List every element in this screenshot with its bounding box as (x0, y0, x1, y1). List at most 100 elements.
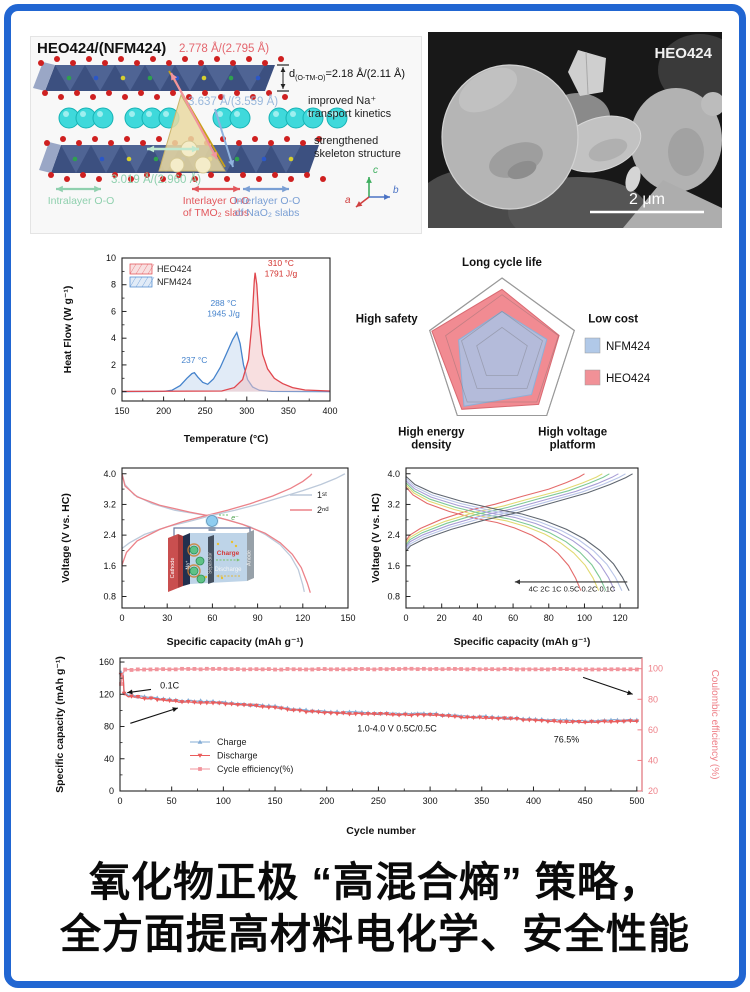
svg-text:Cycle efficiency(%): Cycle efficiency(%) (217, 764, 293, 774)
svg-text:High safety: High safety (356, 314, 419, 326)
d-subscript: (O-TM-O) (295, 75, 326, 82)
headline-line1: 氧化物正极 “高混合熵” 策略， (89, 859, 661, 905)
svg-text:Separator: Separator (208, 552, 214, 574)
svg-text:Long cycle life: Long cycle life (462, 257, 542, 269)
svg-text:150: 150 (114, 406, 129, 416)
sem-bottom-particle (623, 180, 722, 228)
battery-inset: e⁻ Cathode Separator Anode Na⁺ Charge Discharg… (168, 514, 254, 592)
legend-tmo-line2: of TMO₂ slabs (182, 207, 250, 219)
svg-text:4.0: 4.0 (103, 469, 116, 479)
svg-text:0.1C: 0.1C (160, 681, 180, 691)
legend-interlayer-nao: Interlayer O-O of NaO₂ slabs (217, 195, 317, 219)
scale-bar-label: 2 μm (629, 191, 665, 208)
svg-text:1.0-4.0 V 0.5C/0.5C: 1.0-4.0 V 0.5C/0.5C (357, 723, 437, 733)
svg-text:350: 350 (474, 796, 489, 806)
svg-text:80: 80 (104, 722, 114, 732)
svg-text:100: 100 (216, 796, 231, 806)
cycle-svg: 0 50 100 150 200 250 300 350 400 450 500 0 40 80 120 16… (54, 656, 720, 837)
svg-text:Specific capacity (mAh g⁻¹): Specific capacity (mAh g⁻¹) (454, 636, 591, 648)
svg-text:150: 150 (268, 796, 283, 806)
legend-intralayer-line1: Intralayer O-O (47, 195, 115, 207)
legend-interlayer-tmo: Interlayer O-O of TMO₂ slabs (164, 195, 268, 219)
d-prefix: d (289, 68, 296, 80)
svg-text:500: 500 (629, 796, 644, 806)
improved-line2: transport kinetics (308, 107, 392, 120)
svg-text:350: 350 (281, 406, 296, 416)
svg-text:Cycle number: Cycle number (346, 825, 415, 837)
svg-text:10: 10 (106, 253, 116, 263)
svg-text:6: 6 (111, 306, 116, 316)
svg-text:1791 J/g: 1791 J/g (265, 269, 298, 279)
svg-text:0: 0 (111, 387, 116, 397)
svg-text:76.5%: 76.5% (554, 735, 580, 745)
crystal-structure-drawing (33, 56, 390, 208)
svg-text:High energy: High energy (398, 426, 465, 438)
sem-label: HEO424 (654, 45, 712, 62)
svg-text:100: 100 (648, 664, 663, 674)
svg-text:Voltage (V vs. HC): Voltage (V vs. HC) (60, 493, 72, 583)
volt2-svg: 0 20 40 60 80 100 120 0.8 1.6 2.4 3.2 4.0 Specific c… (370, 467, 639, 648)
svg-text:Cathode: Cathode (170, 558, 176, 579)
d-spacing-label: d(O-TM-O)=2.18 Å/(2.11 Å) (289, 68, 405, 83)
headline: 氧化物正极 “高混合熵” 策略， 全方面提高材料电化学、安全性能 (0, 856, 750, 960)
improved-line1: improved Na⁺ (308, 95, 377, 107)
svg-text:150: 150 (340, 613, 355, 623)
svg-text:1945 J/g: 1945 J/g (207, 309, 240, 319)
sem-image: HEO424 2 μm (413, 32, 742, 254)
svg-text:Voltage (V vs. HC): Voltage (V vs. HC) (370, 493, 382, 583)
svg-text:0: 0 (119, 613, 124, 623)
radar-svg: Long cycle life Low cost High voltageplatf… (356, 257, 651, 451)
svg-text:20: 20 (437, 613, 447, 623)
svg-text:Discharge: Discharge (217, 751, 258, 761)
svg-text:2ⁿᵈ: 2ⁿᵈ (317, 505, 329, 515)
rate-capability-chart: 0 20 40 60 80 100 120 0.8 1.6 2.4 3.2 4.0 Specific c… (366, 458, 666, 659)
svg-text:400: 400 (526, 796, 541, 806)
svg-text:1ˢᵗ: 1ˢᵗ (317, 490, 327, 500)
legend-intralayer: Intralayer O-O (33, 195, 129, 207)
svg-text:60: 60 (508, 613, 518, 623)
svg-text:Specific capacity (mAh g⁻¹): Specific capacity (mAh g⁻¹) (167, 636, 304, 648)
svg-text:2: 2 (111, 360, 116, 370)
svg-text:310 °C: 310 °C (268, 258, 294, 268)
svg-text:120: 120 (99, 689, 114, 699)
axis-c-label: c (373, 165, 378, 176)
svg-text:8: 8 (111, 280, 116, 290)
svg-text:3.2: 3.2 (103, 499, 116, 509)
svg-text:80: 80 (544, 613, 554, 623)
legend-nao-line1: Interlayer O-O (233, 195, 301, 207)
svg-text:120: 120 (295, 613, 310, 623)
strengthened-line2: skeleton structure (314, 147, 401, 160)
intralayer-distance-label: 3.019 Å/(2.960 Å) (111, 174, 202, 186)
svg-text:200: 200 (156, 406, 171, 416)
legend-tmo-line1: Interlayer O-O (182, 195, 250, 207)
svg-text:HEO424: HEO424 (606, 373, 651, 385)
svg-text:1.6: 1.6 (103, 561, 116, 571)
svg-text:density: density (411, 439, 452, 451)
svg-text:Charge: Charge (217, 550, 240, 557)
svg-text:160: 160 (99, 657, 114, 667)
radar-chart: Long cycle life Low cost High voltage platf… (352, 242, 742, 462)
svg-text:0: 0 (109, 786, 114, 796)
improved-kinetics-note: improved Na⁺ transport kinetics (308, 95, 391, 120)
axis-b-label: b (393, 185, 399, 196)
svg-text:100: 100 (577, 613, 592, 623)
svg-text:400: 400 (322, 406, 337, 416)
svg-text:Temperature (°C): Temperature (°C) (184, 433, 269, 445)
svg-text:4.0: 4.0 (387, 469, 400, 479)
svg-text:60: 60 (207, 613, 217, 623)
svg-text:High voltage: High voltage (538, 426, 607, 438)
svg-text:0: 0 (403, 613, 408, 623)
svg-text:0.8: 0.8 (387, 591, 400, 601)
interlayer-nao-distance-label: 3.637 Å/(3.559 Å) (188, 96, 279, 108)
svg-text:3.2: 3.2 (387, 499, 400, 509)
svg-text:Anode: Anode (247, 550, 253, 566)
svg-text:0.8: 0.8 (103, 591, 116, 601)
svg-text:2.4: 2.4 (103, 530, 116, 540)
svg-text:NFM424: NFM424 (606, 341, 651, 353)
svg-text:50: 50 (167, 796, 177, 806)
svg-text:NFM424: NFM424 (157, 277, 192, 287)
svg-text:Coulombic efficiency (%): Coulombic efficiency (%) (709, 670, 720, 780)
svg-text:e⁻: e⁻ (231, 515, 239, 522)
axis-a-label: a (345, 195, 351, 206)
